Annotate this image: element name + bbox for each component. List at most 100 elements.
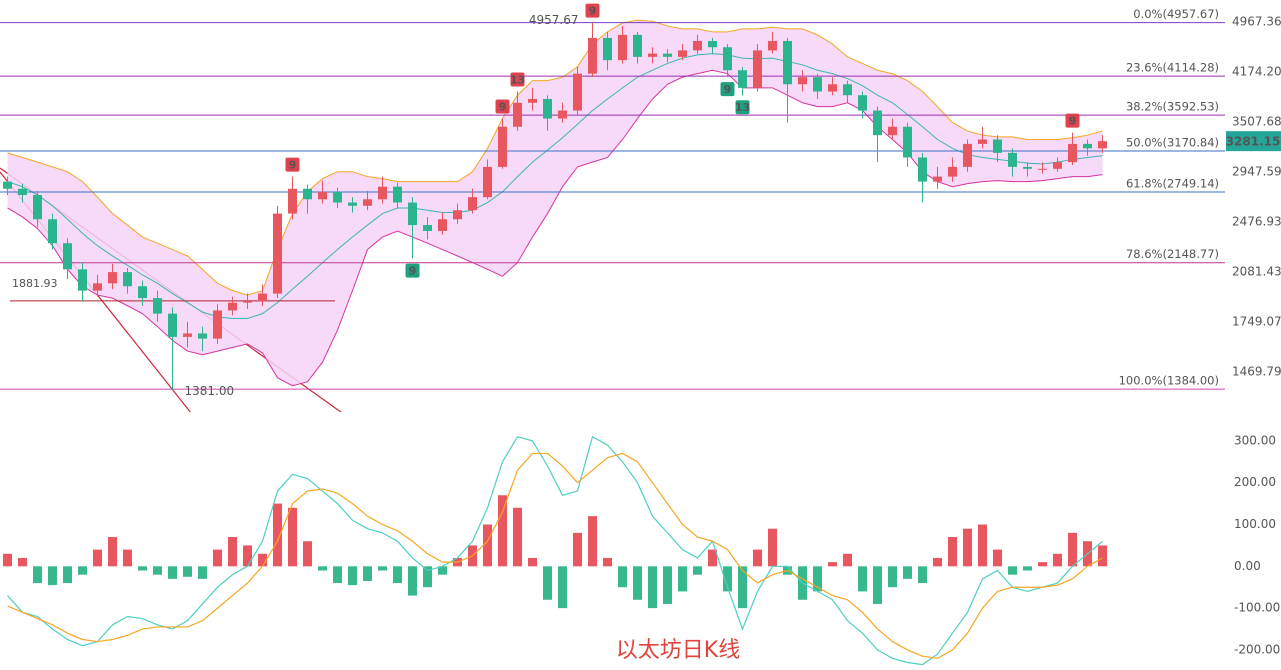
candle-body [903,126,912,158]
chart-title: 以太坊日K线 [616,638,740,663]
y-tick-label: 1749.07 [1232,314,1281,328]
macd-bar [498,495,507,567]
macd-bar [828,562,837,567]
macd-bar [978,524,987,567]
candle-body [303,188,312,200]
candle-body [933,176,942,182]
td-badge [720,82,735,97]
macd-bar [3,553,12,567]
candle-body [408,202,417,226]
macd-bar [363,566,372,581]
macd-bar [888,566,897,588]
macd-bar [858,566,867,592]
macd-bar [168,566,177,579]
candle-body [1008,152,1017,167]
candle-body [978,139,987,144]
fib-label: 78.6%(2148.77) [1126,247,1219,261]
candle-body [123,272,132,287]
macd-bar [1098,545,1107,567]
td-label: 9 [409,265,417,278]
candle-body [3,181,12,189]
fib-label: 23.6%(4114.28) [1126,61,1219,75]
td-label: 13 [735,101,750,114]
macd-bar [588,516,597,567]
td-label: 9 [724,83,732,96]
macd-bar [648,566,657,609]
macd-bar [198,566,207,579]
macd-bar [1038,562,1047,567]
candle-body [768,40,777,51]
macd-bar [18,557,27,567]
band-upper [7,19,1103,296]
candle-body [723,47,732,71]
y-tick-label: 2947.59 [1232,164,1281,178]
macd-bar [33,566,42,584]
y-tick-label: 4174.20 [1232,64,1281,78]
macd-bar [558,566,567,609]
y-tick-label: 2081.43 [1232,264,1281,278]
td-badge [285,157,300,172]
macd-bar [213,549,222,567]
macd-bar [423,566,432,588]
macd-bar [723,566,732,592]
macd-bar [528,557,537,567]
fib-label: 38.2%(3592.53) [1126,100,1219,114]
macd-bar [318,566,327,571]
candle-body [858,95,867,111]
macd-bar [1053,553,1062,567]
candle-body [528,98,537,103]
candle-body [288,188,297,214]
candle-body [198,333,207,339]
y-tick-label: 300.00 [1234,433,1276,447]
candle-body [1083,143,1092,149]
macd-bar [603,557,612,567]
macd-bar [63,566,72,584]
last-price-box [1226,131,1281,152]
candle-body [663,53,672,57]
candle-body [573,73,582,111]
td-label: 9 [499,101,507,114]
y-tick-label: 200.00 [1234,475,1276,489]
candle-body [558,110,567,119]
macd-bar [378,566,387,571]
candle-body [1053,162,1062,169]
macd-bar [918,566,927,584]
td-label: 13 [510,74,525,87]
td-badge [495,99,510,114]
price-axis: 4967.36 4174.20 3507.68 2947.59 2476.93 2081.… [1226,15,1281,656]
band-fill [7,20,1103,386]
macd-bar [258,553,267,567]
macd-bar [1023,566,1032,571]
candle-body [963,143,972,167]
macd-bar [183,566,192,577]
candle-body [138,286,147,299]
macd-bar [93,549,102,567]
candle-body [453,210,462,220]
macd-bar [663,566,672,604]
candle-body [618,34,627,61]
price-annotation: 1381.00 [185,384,235,398]
candle-body [168,313,177,337]
macd-bar [633,566,642,600]
candle-body [318,191,327,200]
td-label: 9 [289,159,297,172]
candle-body [543,98,552,119]
macd-bar [228,537,237,567]
macd-bar [678,566,687,592]
macd-bar [843,553,852,567]
y-tick-label: -200.00 [1234,642,1280,656]
y-tick-label: 100.00 [1234,517,1276,531]
candle-body [1068,143,1077,163]
macd-bar [753,549,762,567]
candle-body [648,53,657,57]
candle-body [378,186,387,200]
macd-bar [123,549,132,567]
macd-bar [618,566,627,588]
candle-body [1023,166,1032,169]
last-price-label: 3281.15 [1226,135,1281,149]
macd-bar [303,541,312,567]
candle-body [678,50,687,57]
macd-bar [768,528,777,567]
candle-body [153,298,162,314]
candle-body [213,310,222,339]
